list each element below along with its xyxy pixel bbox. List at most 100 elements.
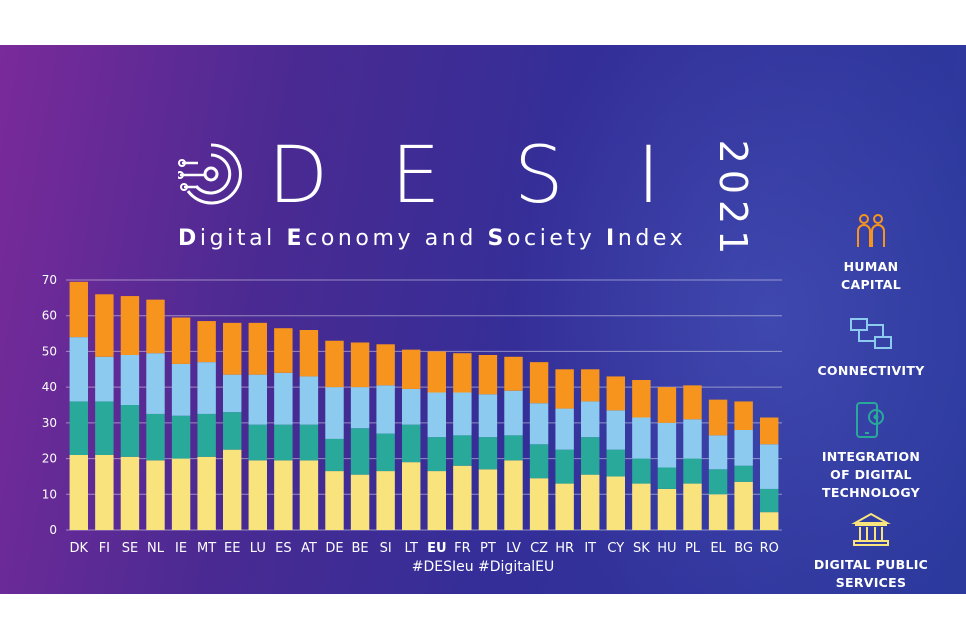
- bar-segment-PL-1: [683, 458, 702, 484]
- bar-segment-BE-1: [350, 428, 370, 475]
- bar-segment-PT-1: [478, 437, 498, 470]
- bar-segment-CY-2: [606, 410, 625, 450]
- y-tick-label: 40: [42, 380, 57, 394]
- bar-segment-LV-1: [504, 435, 523, 461]
- x-tick-label: PL: [685, 541, 701, 556]
- bar-segment-EE-0: [223, 449, 242, 530]
- bar-segment-RO-1: [760, 488, 779, 513]
- bar-segment-CY-0: [606, 476, 625, 530]
- bar-segment-DE-2: [325, 387, 344, 439]
- bar-segment-DK-0: [69, 455, 88, 530]
- bar-segment-EE-2: [223, 374, 242, 413]
- x-tick-label: SI: [380, 541, 392, 556]
- bar-segment-AT-3: [299, 330, 319, 377]
- bar-segment-PT-0: [478, 469, 498, 530]
- x-tick-label: LV: [506, 541, 521, 556]
- y-tick-label: 60: [42, 309, 57, 323]
- bar-segment-IE-3: [171, 317, 191, 364]
- bar-segment-PT-3: [478, 355, 498, 395]
- x-tick-label: EE: [224, 541, 240, 556]
- bar-segment-SK-1: [632, 458, 651, 484]
- x-tick-label: LT: [405, 541, 418, 556]
- subtitle-part: igital: [199, 226, 287, 251]
- bar-segment-HR-3: [555, 369, 574, 409]
- bar-segment-BG-0: [734, 481, 753, 530]
- bar-segment-HU-1: [657, 467, 677, 489]
- bar-segment-BG-3: [734, 401, 753, 430]
- bar-segment-LT-2: [402, 388, 421, 425]
- bar-segment-DE-3: [325, 340, 344, 388]
- bar-segment-EL-0: [708, 494, 728, 530]
- bar-segment-IT-3: [581, 369, 600, 402]
- bar-segment-LV-3: [504, 356, 523, 391]
- bar-segment-CZ-2: [529, 403, 549, 445]
- bar-segment-CZ-3: [529, 362, 549, 404]
- bar-segment-HR-1: [555, 449, 574, 484]
- bar-segment-IT-1: [581, 437, 600, 475]
- bar-segment-LU-3: [248, 322, 267, 375]
- bar-segment-LU-2: [248, 374, 267, 425]
- bar-segment-NL-0: [146, 460, 165, 530]
- bar-segment-MT-2: [197, 362, 216, 414]
- bar-segment-AT-1: [299, 424, 319, 461]
- bar-segment-SK-2: [632, 417, 651, 459]
- subtitle-part: D: [178, 226, 200, 251]
- bar-segment-EU-1: [427, 437, 446, 472]
- bar-segment-NL-2: [146, 353, 165, 414]
- legend-label: TECHNOLOGY: [822, 485, 920, 500]
- bar-segment-HU-3: [657, 387, 677, 423]
- bar-segment-IT-2: [581, 401, 600, 438]
- desi-banner: D E S I 2021 Digital Economy and Society…: [0, 45, 966, 594]
- bar-segment-AT-0: [299, 460, 319, 530]
- legend-label: CAPITAL: [841, 277, 901, 292]
- x-tick-label: BG: [734, 541, 753, 556]
- x-tick-label: BE: [352, 541, 369, 556]
- bar-segment-SE-1: [120, 405, 140, 457]
- bar-segment-PL-2: [683, 419, 702, 459]
- x-tick-label: HU: [657, 541, 676, 556]
- bar-segment-BE-2: [350, 387, 370, 429]
- bar-segment-HR-2: [555, 408, 574, 450]
- x-tick-label: AT: [301, 541, 317, 556]
- x-tick-label: SE: [122, 541, 138, 556]
- subtitle-part: conomy and: [305, 226, 488, 251]
- bar-segment-DK-3: [69, 281, 88, 338]
- bar-segment-LU-0: [248, 460, 267, 530]
- bar-segment-EL-2: [708, 435, 728, 470]
- y-tick-label: 10: [42, 487, 57, 501]
- bar-segment-RO-2: [760, 444, 779, 489]
- x-tick-label: PT: [480, 541, 496, 556]
- y-tick-label: 0: [49, 523, 57, 537]
- legend-label: INTEGRATION: [821, 449, 921, 464]
- bar-segment-MT-3: [197, 321, 216, 363]
- x-tick-label: EU: [427, 541, 446, 556]
- bar-segment-SI-2: [376, 385, 395, 434]
- x-tick-label: FI: [99, 541, 110, 556]
- bar-segment-PT-2: [478, 394, 498, 438]
- bar-segment-SI-1: [376, 433, 395, 472]
- x-tick-label: SK: [633, 541, 650, 556]
- year-label: 2021: [711, 141, 755, 259]
- title-letter: I: [637, 131, 661, 221]
- x-tick-label: NL: [147, 541, 165, 556]
- subtitle-part: S: [487, 226, 507, 251]
- bar-segment-EE-1: [223, 412, 242, 450]
- bar-segment-DE-0: [325, 471, 344, 530]
- legend-item: DIGITAL PUBLIC SERVICES: [806, 511, 936, 592]
- bar-segment-MT-0: [197, 456, 216, 530]
- subtitle-part: I: [606, 226, 618, 251]
- bar-segment-BE-0: [350, 474, 370, 530]
- x-tick-label: DE: [325, 541, 343, 556]
- bar-segment-HU-2: [657, 422, 677, 468]
- x-tick-label: RO: [760, 541, 779, 556]
- bar-segment-ES-3: [274, 328, 293, 373]
- legend-item: HUMAN CAPITAL: [806, 213, 936, 294]
- bar-segment-EU-2: [427, 392, 446, 438]
- bar-segment-RO-0: [760, 512, 779, 530]
- x-tick-label: IE: [175, 541, 187, 556]
- title-letter: D: [268, 131, 329, 221]
- bar-segment-FR-0: [453, 465, 472, 530]
- bar-segment-LT-1: [402, 424, 421, 463]
- bar-segment-HU-0: [657, 488, 677, 530]
- bar-segment-RO-3: [760, 417, 779, 445]
